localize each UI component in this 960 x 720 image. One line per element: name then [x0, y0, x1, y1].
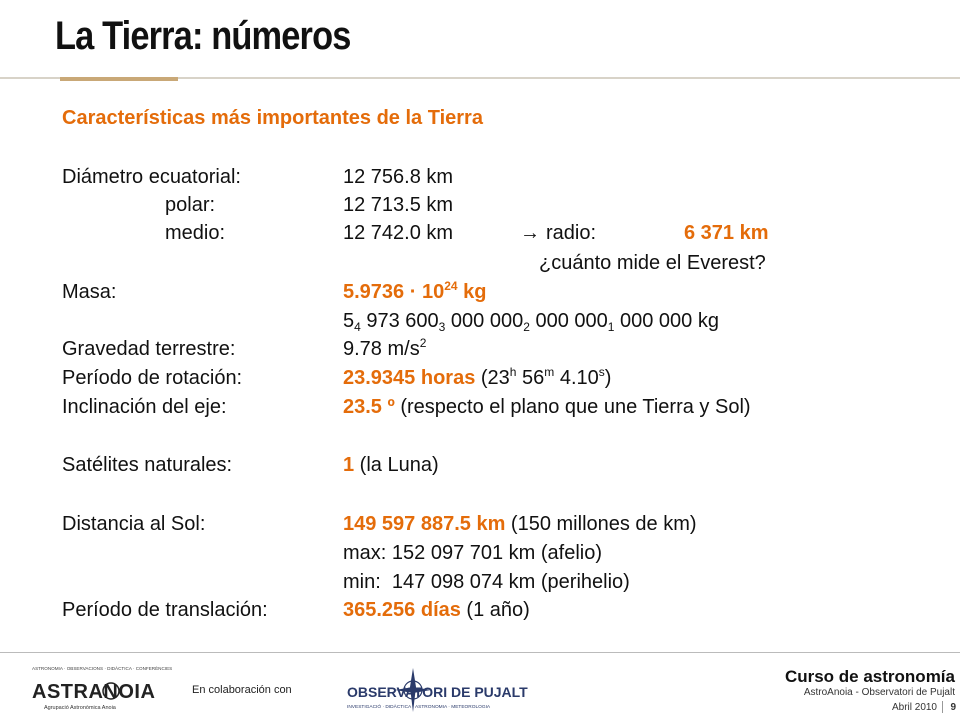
medio-value: 12 742.0 km [343, 222, 454, 244]
title-accent-bar [60, 77, 178, 81]
section-heading: Características más importantes de la Ti… [62, 107, 483, 129]
traslacion-label: Período de translación: [62, 599, 268, 621]
radio-label: radio: [546, 222, 597, 244]
gravedad-label: Gravedad terrestre: [62, 338, 236, 360]
astroanoia-logo: ASTRONOMIA · OBSERVACIONS · DIDÀCTICA · … [32, 665, 172, 711]
observatori-logo: OBSERVATORI DE PUJALT INVESTIGACIÓ · DID… [347, 668, 528, 712]
footer-separator [942, 701, 943, 713]
distancia-max: max: 152 097 701 km (afelio) [343, 542, 603, 564]
masa-value: 5.9736 · 1024 kg [343, 279, 487, 303]
polar-label: polar: [165, 194, 216, 216]
rotacion-label: Período de rotación: [62, 367, 243, 389]
inclinacion-label: Inclinación del eje: [62, 396, 227, 418]
page-number: 9 [950, 702, 956, 713]
collaboration-text: En colaboración con [192, 684, 292, 696]
course-title: Curso de astronomía [784, 667, 955, 686]
slide-date: Abril 2010 [891, 702, 937, 713]
svg-text:OBSERVATORI DE PUJALT: OBSERVATORI DE PUJALT [347, 684, 528, 700]
footer-divider [0, 652, 960, 653]
polar-value: 12 713.5 km [343, 194, 454, 216]
masa-expanded: 54 973 6003 000 0002 000 0001 000 000 kg [343, 310, 719, 334]
inclinacion-value: 23.5 º (respecto el plano que une Tierra… [343, 396, 751, 418]
diametro-value: 12 756.8 km [343, 166, 454, 188]
distancia-value: 149 597 887.5 km (150 millones de km) [343, 513, 697, 535]
title-divider [0, 77, 960, 79]
distancia-min: min: 147 098 074 km (perihelio) [343, 571, 630, 593]
svg-text:Agrupació Astronòmica Anoia: Agrupació Astronòmica Anoia [44, 705, 117, 711]
page-title: La Tierra: números [55, 14, 351, 58]
gravedad-value: 9.78 m/s2 [343, 336, 427, 360]
distancia-label: Distancia al Sol: [62, 513, 206, 535]
traslacion-value: 365.256 días (1 año) [343, 599, 530, 621]
rotacion-value: 23.9345 horas (23h 56m 4.10s) [343, 365, 612, 389]
radio-value: 6 371 km [684, 222, 769, 244]
compass-star-icon [395, 668, 431, 712]
medio-label: medio: [165, 222, 226, 244]
satelites-label: Satélites naturales: [62, 454, 233, 476]
satelites-value: 1 (la Luna) [343, 454, 439, 476]
orbit-icon [102, 682, 120, 700]
everest-question: ¿cuánto mide el Everest? [539, 252, 766, 274]
svg-text:ASTRONOMIA · OBSERVACIONS · DI: ASTRONOMIA · OBSERVACIONS · DIDÀCTICA · … [32, 665, 172, 671]
svg-text:INVESTIGACIÓ · DIDÀCTICA · AST: INVESTIGACIÓ · DIDÀCTICA · ASTRONOMIA · … [347, 703, 491, 710]
svg-text:ASTRANOIA: ASTRANOIA [32, 681, 155, 703]
arrow-icon: → [520, 222, 540, 244]
course-subtitle: AstroAnoia - Observatori de Pujalt [803, 687, 955, 698]
diametro-label: Diámetro ecuatorial: [62, 166, 241, 188]
masa-label: Masa: [62, 281, 117, 303]
